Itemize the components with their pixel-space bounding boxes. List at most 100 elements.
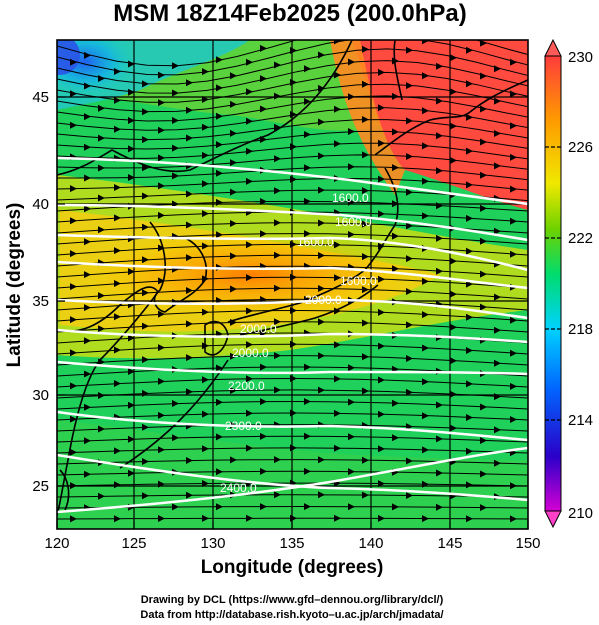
contour-line: [57, 328, 528, 344]
wind-arrow: [246, 444, 253, 452]
sakhalin-coast: [393, 40, 403, 101]
height-contours: [57, 156, 528, 514]
wind-arrow: [480, 437, 487, 444]
streamline: [57, 470, 528, 476]
wind-arrow: [70, 515, 77, 523]
streamline: [57, 355, 528, 366]
wind-arrow: [362, 253, 369, 261]
wind-arrow: [378, 342, 385, 350]
wind-arrow: [362, 456, 369, 464]
wind-arrow: [406, 82, 413, 90]
wind-arrow: [246, 274, 253, 282]
wind-arrow: [436, 167, 443, 175]
wind-arrow: [186, 79, 193, 87]
y-tick-labels: 25 30 35 40 45: [32, 89, 49, 495]
wind-arrow: [480, 138, 487, 146]
streamline: [57, 83, 528, 113]
wind-arrow: [378, 68, 385, 76]
wind-arrow: [246, 514, 253, 522]
wind-arrow: [260, 467, 267, 475]
wind-arrow: [172, 434, 179, 442]
wind-arrow: [290, 340, 297, 348]
wind-arrow: [510, 316, 517, 324]
wind-arrow: [172, 400, 179, 407]
wind-arrow: [172, 89, 179, 97]
streamline: [57, 254, 528, 267]
wind-arrow: [480, 303, 487, 311]
wind-arrow: [202, 308, 209, 316]
wind-arrow: [392, 265, 399, 273]
wind-arrow: [378, 175, 385, 183]
wind-arrow: [494, 65, 501, 73]
wind-arrow: [494, 359, 501, 367]
wind-arrow: [378, 242, 385, 250]
wind-arrow: [392, 200, 399, 208]
wind-arrow: [158, 480, 165, 488]
wind-arrow: [392, 92, 399, 100]
x-tick-label: 135: [279, 535, 304, 552]
wind-arrow: [494, 459, 501, 467]
wind-arrow: [378, 139, 385, 147]
contour-labels: 1600.0 1600.0 1600.0 1600.0 2000.0 2000.…: [220, 191, 377, 495]
wind-arrow: [422, 412, 429, 420]
colorbar-scale: [544, 55, 562, 512]
wind-arrow: [70, 482, 77, 490]
wind-arrow: [304, 33, 311, 40]
wind-arrow: [84, 304, 91, 312]
wind-arrow: [260, 432, 267, 440]
wind-arrow: [436, 435, 443, 443]
contour-label: 2200.0: [228, 379, 265, 393]
wind-arrow: [98, 292, 105, 300]
wind-arrow: [246, 88, 253, 96]
contour-line: [57, 298, 528, 320]
wind-arrow: [216, 84, 223, 92]
wind-arrow: [436, 267, 443, 275]
wind-arrow: [304, 98, 311, 105]
wind-arrow: [274, 123, 281, 131]
wind-arrow: [216, 468, 223, 476]
wind-arrow: [70, 316, 77, 324]
wind-arrow: [230, 387, 237, 394]
wind-arrow: [172, 503, 179, 511]
contour-label: 1600.0: [297, 235, 334, 249]
wind-arrow: [318, 285, 325, 292]
wind-arrow: [114, 313, 121, 321]
wind-arrow: [466, 515, 473, 523]
wind-arrow: [246, 409, 253, 417]
colorbar-tick-label: 210: [568, 505, 593, 522]
wind-arrow: [510, 90, 517, 98]
wind-arrow: [114, 96, 121, 104]
wind-arrow: [436, 132, 443, 140]
streamline: [57, 287, 528, 300]
wind-arrow: [304, 65, 311, 73]
wind-arrow: [84, 51, 91, 59]
wind-arrow: [494, 227, 501, 235]
wind-arrow: [290, 307, 297, 314]
wind-arrow: [510, 250, 517, 258]
wind-arrow: [230, 129, 237, 137]
map-plot-area: 1600.0 1600.0 1600.0 1600.0 2000.0 2000.…: [57, 33, 528, 529]
wind-arrow: [202, 210, 209, 218]
colorbar-tick-label: 214: [568, 412, 593, 429]
wind-arrow: [274, 187, 281, 195]
wind-arrow: [274, 456, 281, 464]
wind-arrow: [142, 492, 149, 500]
wind-arrow: [406, 492, 413, 499]
wind-streamlines: [57, 33, 528, 523]
wind-arrow: [362, 45, 369, 53]
wind-arrow: [422, 277, 429, 285]
colorbar-tick-label: 226: [568, 139, 593, 156]
wind-arrow: [260, 75, 267, 83]
wind-arrow: [378, 376, 385, 384]
wind-arrow: [334, 409, 341, 417]
contour-line: [57, 453, 528, 502]
wind-arrow: [114, 68, 121, 75]
wind-arrow: [334, 341, 341, 349]
colorbar-bottom-arrow: [544, 510, 562, 529]
wind-arrow: [246, 58, 253, 66]
wind-arrow: [172, 62, 179, 70]
wind-arrow: [422, 446, 429, 454]
wind-arrow: [362, 80, 369, 88]
wind-arrow: [422, 212, 429, 220]
contour-label: 1600.0: [335, 215, 372, 229]
